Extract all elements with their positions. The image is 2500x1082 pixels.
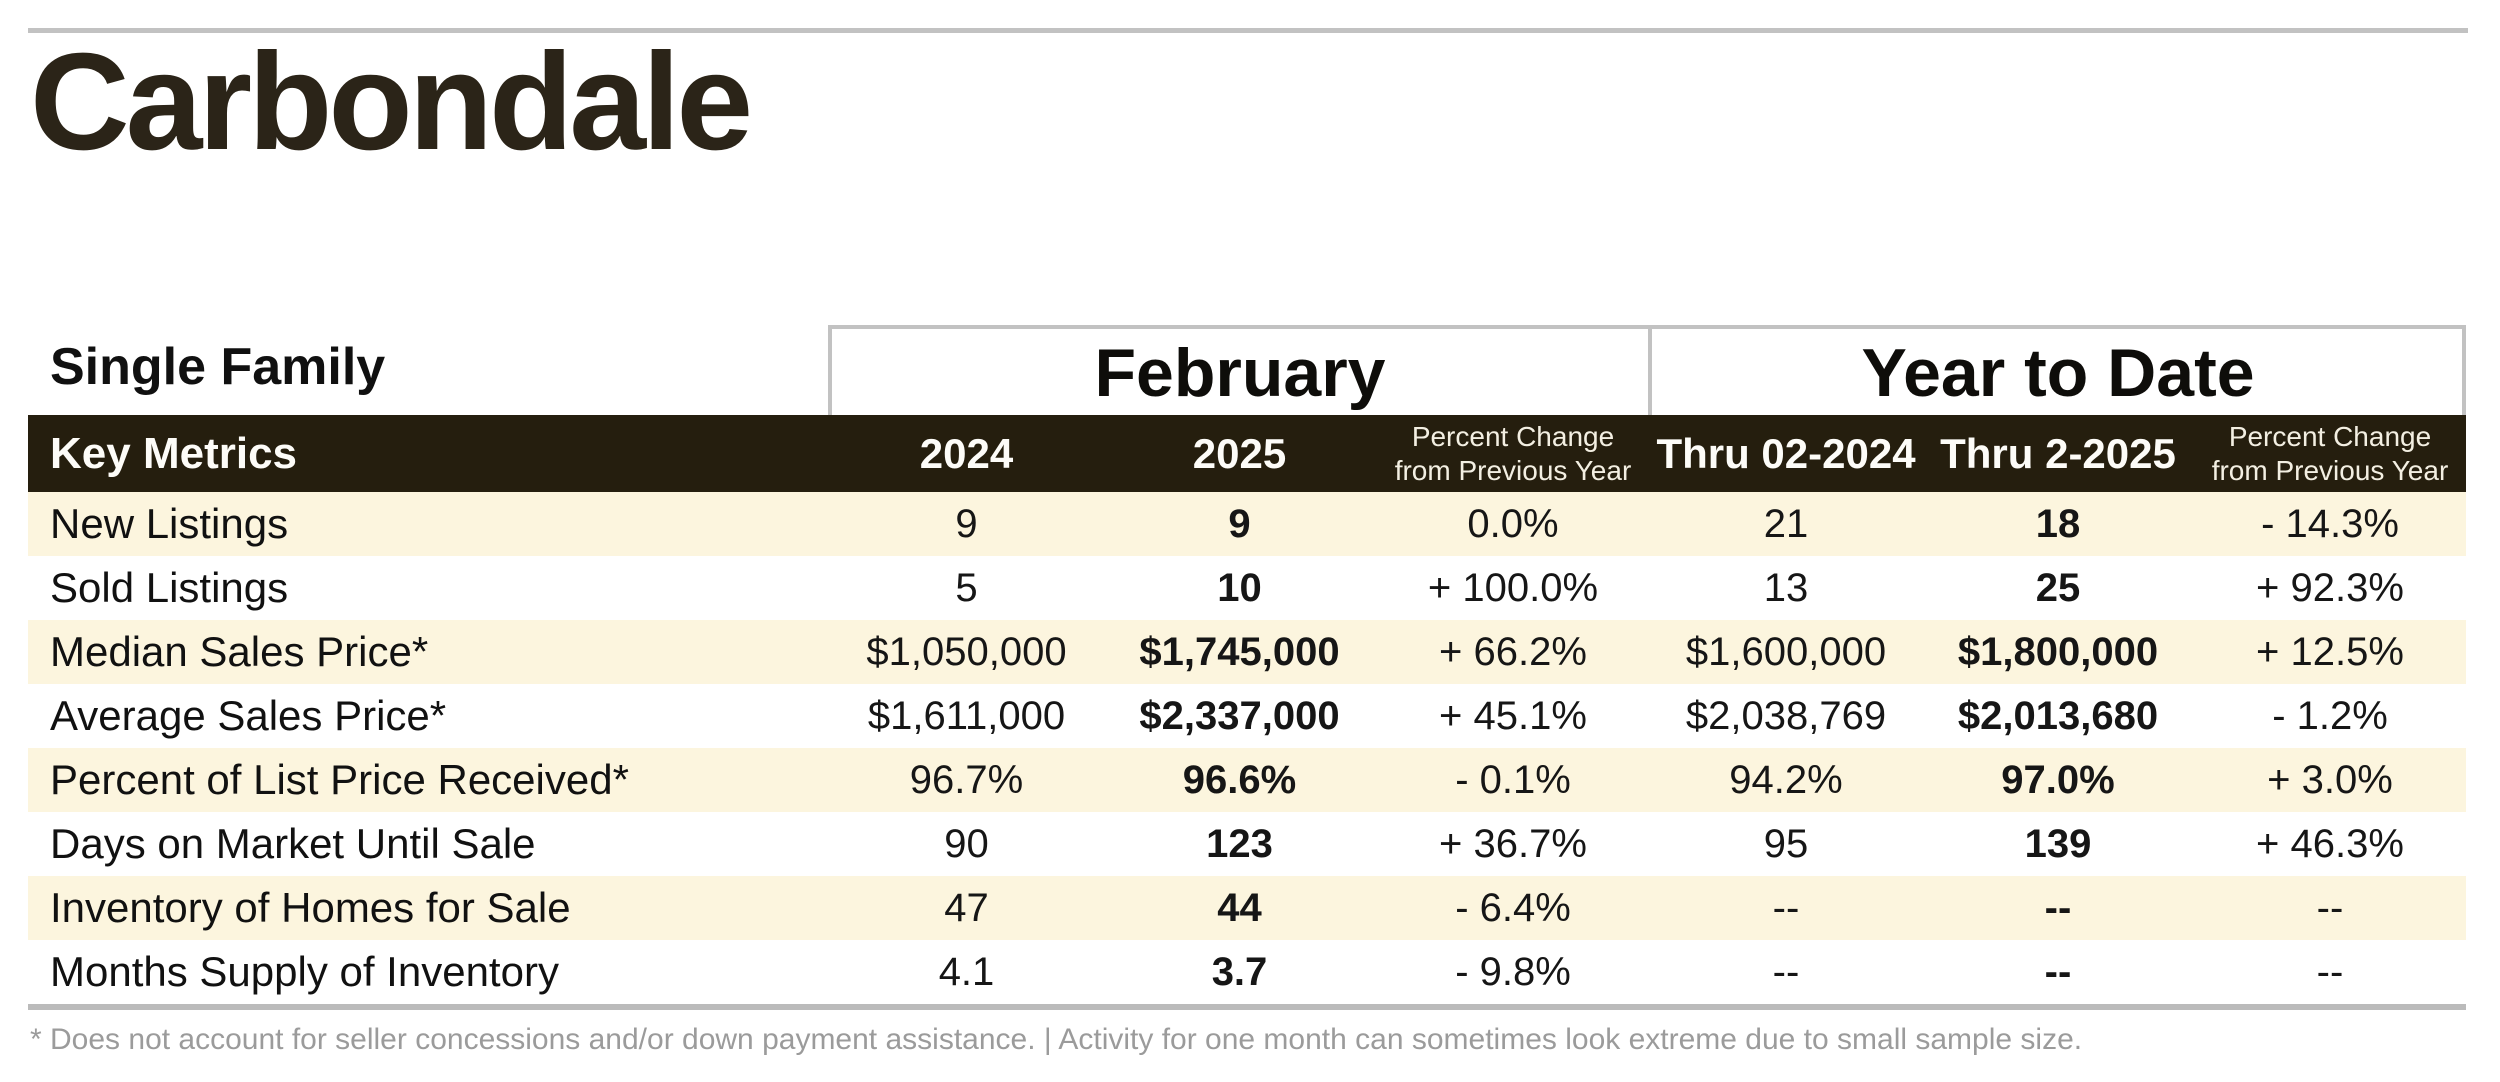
feb-2025-cell: 123 (1206, 821, 1273, 866)
table-row-sold-listings: Sold Listings 5 10 + 100.0% 13 25 + 92.3… (28, 556, 2466, 620)
feb-2024-cell: 47 (944, 885, 989, 930)
ytd-2025-cell: 139 (2024, 821, 2092, 866)
ytd-change-cell: + 12.5% (2256, 629, 2404, 674)
ytd-2024-cell: 13 (1763, 565, 1809, 610)
column-header-feb-2025: 2025 (1192, 429, 1287, 477)
ytd-2025-cell: -- (2044, 949, 2072, 994)
table-row-days-on-market: Days on Market Until Sale 90 123 + 36.7%… (28, 812, 2466, 876)
ytd-change-cell: + 3.0% (2267, 757, 2393, 802)
metric-name-cell: Inventory of Homes for Sale (50, 884, 571, 931)
table-row-new-listings: New Listings 9 9 0.0% 21 18 - 14.3% (28, 492, 2466, 556)
feb-2024-cell: 96.7% (909, 757, 1024, 802)
ytd-change-cell: - 1.2% (2272, 693, 2388, 738)
ytd-2024-cell: -- (1772, 885, 1800, 930)
feb-change-cell: - 9.8% (1455, 949, 1571, 994)
page-title: Carbondale (30, 25, 753, 179)
top-divider (28, 28, 2468, 33)
ytd-2025-cell: 25 (2035, 565, 2081, 610)
ytd-change-cell: -- (2316, 949, 2344, 994)
key-metrics-header: Key Metrics (50, 428, 298, 478)
feb-2025-cell: 44 (1217, 885, 1262, 930)
feb-change-cell: + 100.0% (1427, 565, 1599, 610)
table-header-row: Key Metrics 2024 2025 Percent Change fro… (28, 415, 2466, 492)
metric-name-cell: Average Sales Price* (50, 692, 447, 739)
metric-name-cell: Percent of List Price Received* (50, 756, 629, 803)
ytd-change-cell: -- (2316, 885, 2344, 930)
feb-2024-cell: $1,611,000 (867, 693, 1066, 738)
feb-2025-cell: 9 (1228, 501, 1251, 546)
feb-2024-cell: 90 (944, 821, 989, 866)
feb-2024-cell: 9 (955, 501, 978, 546)
feb-2025-cell: 3.7 (1211, 949, 1268, 994)
ytd-change-cell: + 92.3% (2256, 565, 2404, 610)
feb-2025-cell: 10 (1217, 565, 1262, 610)
table-row-median-sales-price: Median Sales Price* $1,050,000 $1,745,00… (28, 620, 2466, 684)
ytd-2024-cell: 94.2% (1729, 757, 1843, 802)
ytd-2025-cell: -- (2044, 885, 2072, 930)
feb-2025-cell: $1,745,000 (1139, 629, 1340, 674)
table-row-inventory: Inventory of Homes for Sale 47 44 - 6.4%… (28, 876, 2466, 940)
table-row-percent-of-list-price: Percent of List Price Received* 96.7% 96… (28, 748, 2466, 812)
column-header-thru-02-2024: Thru 02-2024 (1656, 429, 1916, 477)
feb-2025-cell: $2,337,000 (1139, 693, 1340, 738)
ytd-2024-cell: -- (1772, 949, 1800, 994)
ytd-2025-cell: 97.0% (2001, 757, 2115, 802)
column-header-feb-2024: 2024 (919, 429, 1014, 477)
feb-change-cell: + 36.7% (1439, 821, 1587, 866)
feb-2025-cell: 96.6% (1182, 757, 1297, 802)
pct-change-line1: Percent Change (1411, 420, 1615, 452)
table-row-average-sales-price: Average Sales Price* $1,611,000 $2,337,0… (28, 684, 2466, 748)
metric-name-cell: Months Supply of Inventory (50, 948, 559, 995)
metric-name-cell: New Listings (50, 500, 289, 547)
pct-change-line2: from Previous Year (2211, 454, 2449, 486)
group-header-february: February (1094, 335, 1386, 411)
ytd-2025-cell: $2,013,680 (1957, 693, 2159, 738)
ytd-change-cell: - 14.3% (2261, 501, 2399, 546)
group-box-top-border (828, 325, 2466, 329)
footnote: * Does not account for seller concession… (30, 1023, 2083, 1056)
ytd-2024-cell: 21 (1763, 501, 1809, 546)
feb-2024-cell: 4.1 (938, 949, 995, 994)
ytd-2024-cell: $1,600,000 (1685, 629, 1887, 674)
column-header-thru-2-2025: Thru 2-2025 (1940, 429, 2176, 477)
column-header-feb-pct-change: Percent Change from Previous Year (1376, 420, 1650, 488)
metric-name-cell: Sold Listings (50, 564, 289, 611)
section-label: Single Family (50, 338, 386, 396)
metric-name-cell: Median Sales Price* (50, 628, 429, 675)
feb-change-cell: 0.0% (1467, 501, 1559, 546)
ytd-2024-cell: $2,038,769 (1685, 693, 1887, 738)
pct-change-line1: Percent Change (2228, 420, 2432, 452)
feb-2024-cell: 5 (955, 565, 978, 610)
metric-name-cell: Days on Market Until Sale (50, 820, 536, 867)
table-body: New Listings 9 9 0.0% 21 18 - 14.3% Sold… (28, 492, 2466, 1004)
ytd-2025-cell: 18 (2035, 501, 2081, 546)
table-bottom-border (28, 1004, 2466, 1010)
feb-2024-cell: $1,050,000 (866, 629, 1067, 674)
group-header-year-to-date: Year to Date (1861, 335, 2255, 411)
table-row-months-supply: Months Supply of Inventory 4.1 3.7 - 9.8… (28, 940, 2466, 1004)
ytd-change-cell: + 46.3% (2256, 821, 2404, 866)
feb-change-cell: - 6.4% (1455, 885, 1571, 930)
feb-change-cell: - 0.1% (1455, 757, 1571, 802)
feb-change-cell: + 45.1% (1439, 693, 1587, 738)
column-header-ytd-pct-change: Percent Change from Previous Year (2194, 420, 2466, 488)
feb-change-cell: + 66.2% (1439, 629, 1587, 674)
ytd-2024-cell: 95 (1763, 821, 1809, 866)
pct-change-line2: from Previous Year (1394, 454, 1632, 486)
ytd-2025-cell: $1,800,000 (1957, 629, 2159, 674)
